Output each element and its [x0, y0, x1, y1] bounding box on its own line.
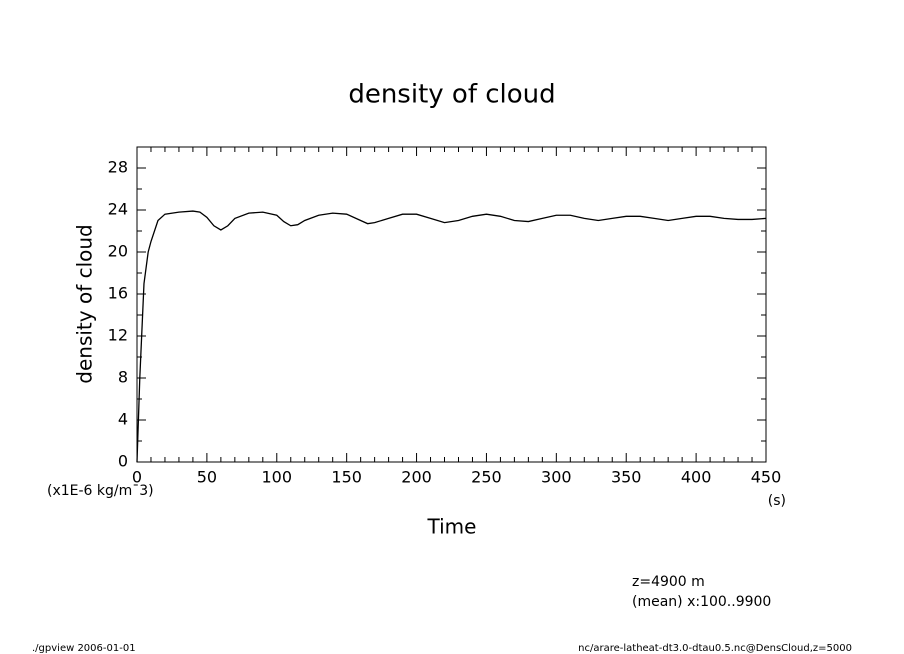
y-tick-label: 28 [108, 158, 128, 177]
y-tick-label: 0 [118, 452, 128, 471]
y-axis-label: density of cloud [73, 224, 97, 383]
y-tick-label: 24 [108, 200, 128, 219]
x-tick-label: 250 [471, 468, 502, 487]
chart-title: density of cloud [348, 80, 555, 110]
y-tick-label: 20 [108, 242, 128, 261]
x-axis-label: Time [427, 515, 477, 539]
x-tick-label: 300 [541, 468, 572, 487]
x-tick-label: 450 [751, 468, 782, 487]
y-tick-label: 12 [108, 326, 128, 345]
x-units: (s) [768, 493, 786, 509]
x-tick-label: 350 [611, 468, 642, 487]
y-tick-label: 16 [108, 284, 128, 303]
x-tick-label: 0 [132, 468, 142, 487]
annotation: (mean) x:100..9900 [632, 594, 771, 610]
annotation: z=4900 m [632, 574, 705, 590]
x-tick-label: 50 [197, 468, 217, 487]
y-units: (x1E-6 kg/m¯3) [47, 483, 154, 499]
data-line [136, 210, 767, 463]
footer: nc/arare-latheat-dt3.0-dtau0.5.nc@DensCl… [578, 643, 852, 654]
x-tick-label: 150 [331, 468, 362, 487]
y-tick-label: 8 [118, 368, 128, 387]
x-tick-label: 400 [681, 468, 712, 487]
y-tick-label: 4 [118, 410, 128, 429]
x-tick-label: 200 [401, 468, 432, 487]
footer: ./gpview 2006-01-01 [32, 643, 136, 654]
plot-frame [136, 146, 767, 463]
x-tick-label: 100 [262, 468, 293, 487]
